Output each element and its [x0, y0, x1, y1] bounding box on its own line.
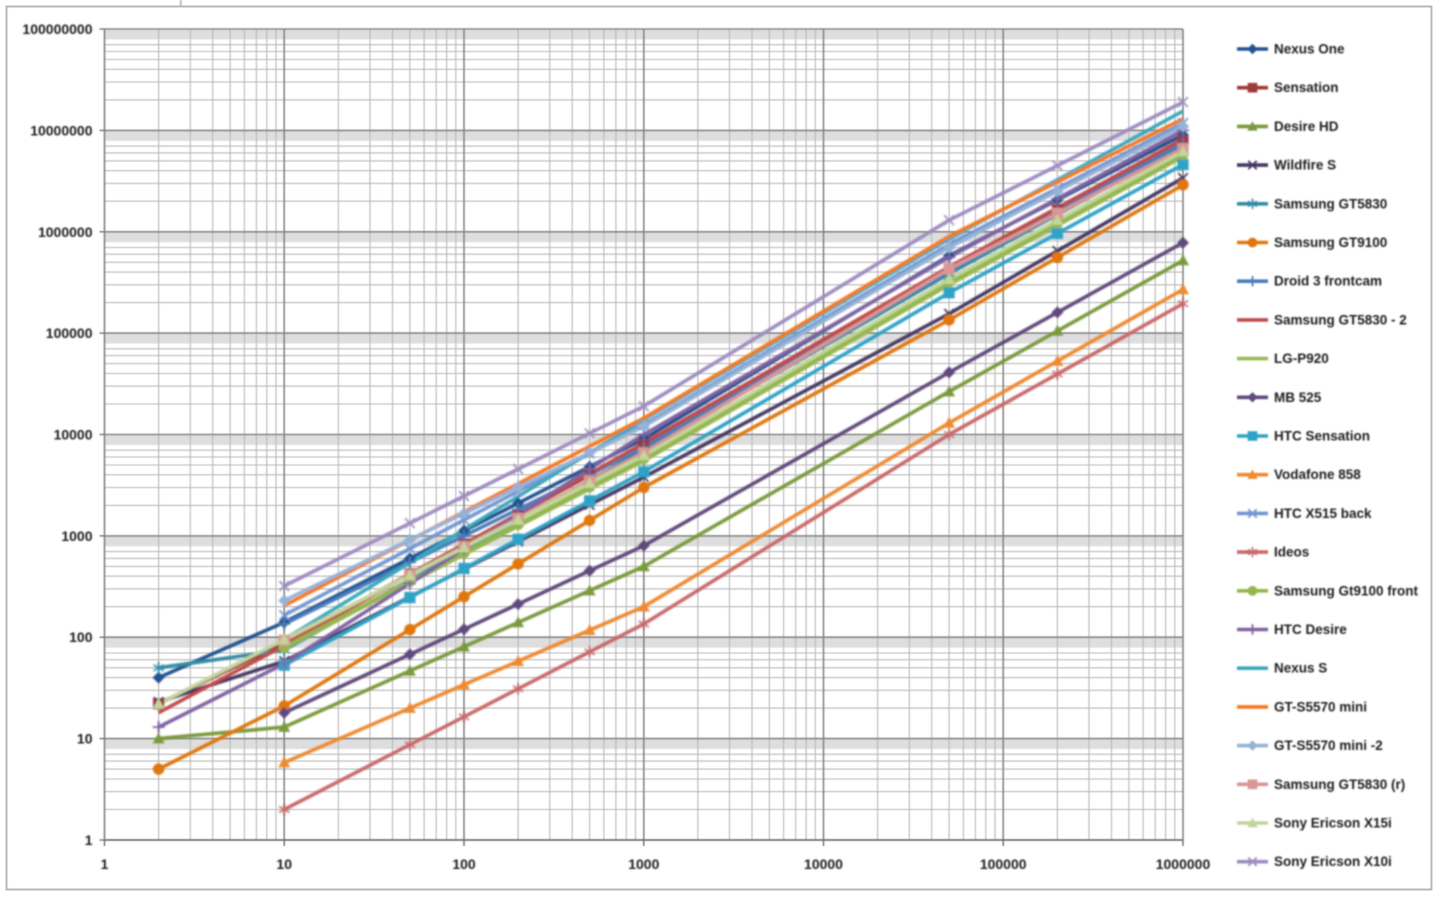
svg-text:Samsung Gt9100 front: Samsung Gt9100 front [1274, 583, 1419, 598]
svg-text:Nexus One: Nexus One [1274, 42, 1345, 57]
svg-text:10: 10 [276, 856, 292, 872]
svg-text:1: 1 [85, 832, 93, 848]
svg-text:Samsung GT5830 - 2: Samsung GT5830 - 2 [1274, 312, 1407, 327]
svg-text:Sony Ericson X15i: Sony Ericson X15i [1274, 816, 1392, 831]
svg-text:10000: 10000 [804, 856, 843, 872]
svg-text:Samsung GT9100: Samsung GT9100 [1274, 235, 1387, 250]
svg-text:LG-P920: LG-P920 [1274, 351, 1329, 366]
svg-text:HTC Desire: HTC Desire [1274, 622, 1347, 637]
svg-text:HTC Sensation: HTC Sensation [1274, 429, 1370, 444]
svg-text:100: 100 [452, 856, 476, 872]
svg-text:Vodafone 858: Vodafone 858 [1274, 467, 1361, 482]
svg-text:1000000: 1000000 [38, 224, 93, 240]
svg-text:GT-S5570 mini -2: GT-S5570 mini -2 [1274, 738, 1383, 753]
svg-text:Sensation: Sensation [1274, 80, 1339, 95]
svg-text:Ideos: Ideos [1274, 545, 1309, 560]
svg-text:Droid 3 frontcam: Droid 3 frontcam [1274, 274, 1382, 289]
svg-text:Wildfire S: Wildfire S [1274, 158, 1336, 173]
svg-text:10: 10 [77, 731, 93, 747]
svg-text:1000000: 1000000 [1156, 856, 1211, 872]
svg-text:HTC X515 back: HTC X515 back [1274, 506, 1372, 521]
svg-text:Samsung GT5830: Samsung GT5830 [1274, 196, 1387, 211]
svg-text:GT-S5570 mini: GT-S5570 mini [1274, 699, 1367, 714]
svg-text:1000: 1000 [61, 528, 92, 544]
svg-text:10000000: 10000000 [30, 122, 93, 138]
svg-text:MB 525: MB 525 [1274, 390, 1322, 405]
svg-text:100: 100 [69, 629, 93, 645]
svg-text:Desire HD: Desire HD [1274, 119, 1339, 134]
svg-text:Samsung GT5830 (r): Samsung GT5830 (r) [1274, 777, 1405, 792]
svg-text:100000000: 100000000 [22, 21, 92, 37]
svg-text:100000: 100000 [980, 856, 1027, 872]
svg-text:Sony Ericson X10i: Sony Ericson X10i [1274, 854, 1392, 869]
svg-text:1000: 1000 [628, 856, 659, 872]
svg-text:Nexus S: Nexus S [1274, 661, 1327, 676]
svg-text:1: 1 [101, 856, 109, 872]
svg-text:100000: 100000 [46, 325, 93, 341]
svg-text:10000: 10000 [54, 427, 93, 443]
